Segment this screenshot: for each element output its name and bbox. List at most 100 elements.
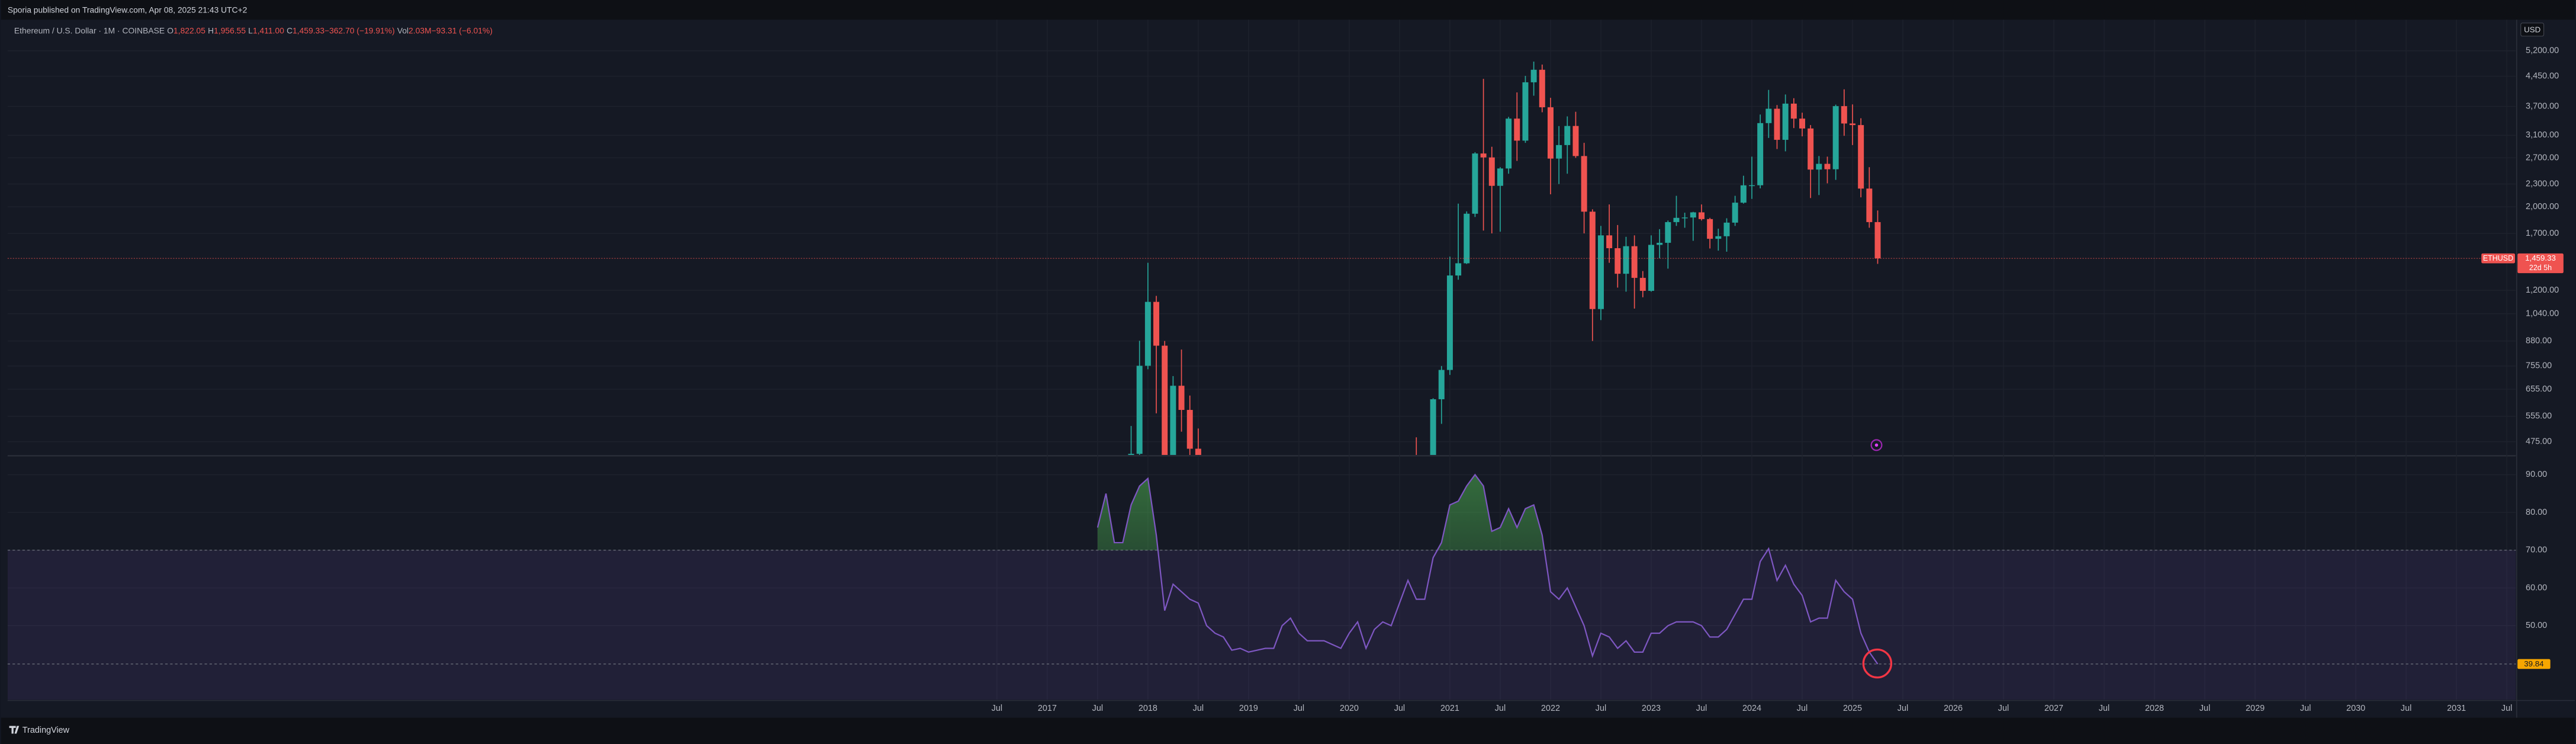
rsi-tick-label: 90.00: [2526, 470, 2547, 479]
candle-body: [1681, 217, 1688, 219]
bottom-bar: [1, 717, 2575, 744]
x-tick-label: 2017: [1038, 704, 1057, 713]
candle-body: [1657, 242, 1663, 245]
candle-body: [1506, 118, 1512, 169]
candle-body: [1774, 108, 1780, 140]
x-tick-label: 2019: [1239, 704, 1258, 713]
legend-key: C: [287, 25, 292, 35]
x-tick-label: 2018: [1139, 704, 1157, 713]
legend-value: −93.31 (−6.01%): [432, 25, 493, 35]
y-tick-label: 2,700.00: [2526, 153, 2559, 162]
candle-body: [1170, 386, 1176, 456]
candle-body: [1782, 103, 1789, 140]
x-tick-label: Jul: [2501, 704, 2512, 713]
candle-body: [1556, 145, 1562, 159]
x-tick-label: Jul: [1495, 704, 1506, 713]
x-tick-label: 2021: [1440, 704, 1459, 713]
candle-body: [1698, 212, 1705, 219]
candle-body: [1707, 219, 1713, 239]
candle-body: [1497, 168, 1503, 186]
candle-body: [1623, 246, 1629, 274]
legend-value: 1,411.00: [253, 25, 284, 35]
candle-body: [1858, 125, 1864, 189]
legend-key: Vol: [397, 25, 409, 35]
x-tick-label: Jul: [2199, 704, 2210, 713]
candle-body: [1639, 278, 1646, 291]
candle-body: [1715, 236, 1722, 239]
candle-body: [1186, 410, 1193, 449]
y-tick-label: 2,000.00: [2526, 202, 2559, 211]
x-tick-label: 2026: [1944, 704, 1963, 713]
candle-body: [1539, 69, 1545, 108]
symbol-tag-label: ETHUSD: [2483, 254, 2513, 262]
rsi-last-label: 39.84: [2524, 659, 2543, 668]
candle-body: [1723, 222, 1730, 236]
candle-body: [1522, 82, 1529, 141]
candle-body: [1530, 69, 1537, 82]
candle-body: [1589, 211, 1596, 309]
candle-body: [1732, 203, 1738, 223]
candle-body: [1430, 399, 1436, 456]
y-tick-label: 3,100.00: [2526, 130, 2559, 140]
candle-body: [1765, 108, 1772, 123]
currency-box: [2520, 23, 2545, 37]
candle-body: [1162, 345, 1168, 456]
x-tick-label: Jul: [992, 704, 1002, 713]
candle-body: [1597, 235, 1604, 309]
top-bar: [1, 0, 2575, 20]
candle-body: [1824, 163, 1831, 169]
y-tick-label: 3,700.00: [2526, 101, 2559, 111]
candle-body: [1808, 128, 1814, 170]
x-tick-label: 2022: [1541, 704, 1560, 713]
legend-value: 1,956.55: [214, 25, 246, 35]
y-tick-label: 555.00: [2526, 412, 2552, 421]
candle-body: [1631, 246, 1638, 278]
candle-body: [1464, 213, 1470, 264]
y-tick-label: 880.00: [2526, 336, 2552, 345]
candle-body: [1690, 212, 1696, 218]
x-tick-label: 2028: [2145, 704, 2164, 713]
publish-note: Sporia published on TradingView.com, Apr…: [8, 5, 247, 15]
price-tag-label: 1,459.33: [2525, 254, 2556, 262]
x-tick-label: Jul: [1394, 704, 1405, 713]
symbol-legend: Ethereum / U.S. Dollar · 1M · COINBASE O1…: [14, 25, 493, 35]
candle-body: [1564, 126, 1571, 145]
x-tick-label: 2023: [1642, 704, 1661, 713]
candle-body: [1665, 222, 1671, 243]
logo: TradingView: [9, 726, 70, 735]
candle-body: [1866, 188, 1873, 222]
candle-body: [1153, 302, 1160, 346]
symbol-title: Ethereum / U.S. Dollar · 1M · COINBASE: [14, 25, 165, 35]
candle-body: [1144, 302, 1151, 366]
legend-value: 1,822.05: [173, 25, 205, 35]
rsi-tick-label: 50.00: [2526, 621, 2547, 630]
y-tick-label: 1,200.00: [2526, 286, 2559, 295]
legend-key: H: [208, 25, 214, 35]
logo-icon: [9, 726, 20, 734]
candle-body: [1615, 248, 1621, 274]
candle-body: [1514, 118, 1520, 141]
rsi-last-tag: [2517, 659, 2551, 669]
legend-value: 2.03M: [409, 25, 432, 35]
y-tick-label: 655.00: [2526, 384, 2552, 394]
legend-value: −362.70 (−19.91%): [324, 25, 395, 35]
x-tick-label: 2020: [1340, 704, 1359, 713]
candle-body: [1799, 118, 1805, 129]
x-tick-label: 2031: [2447, 704, 2466, 713]
candle-body: [1673, 217, 1680, 222]
x-tick-label: 2027: [2044, 704, 2063, 713]
legend-key: L: [248, 25, 253, 35]
x-tick-label: Jul: [1898, 704, 1908, 713]
candle-body: [1648, 245, 1654, 291]
candle-body: [1128, 454, 1134, 456]
candle-body: [1547, 107, 1554, 159]
candle-body: [1606, 235, 1613, 248]
x-tick-label: Jul: [1092, 704, 1103, 713]
y-tick-label: 5,200.00: [2526, 46, 2559, 56]
currency: USD: [2524, 25, 2540, 34]
marks: [7, 61, 2516, 700]
candle-body: [1850, 123, 1855, 126]
brand: TradingView: [22, 726, 70, 735]
